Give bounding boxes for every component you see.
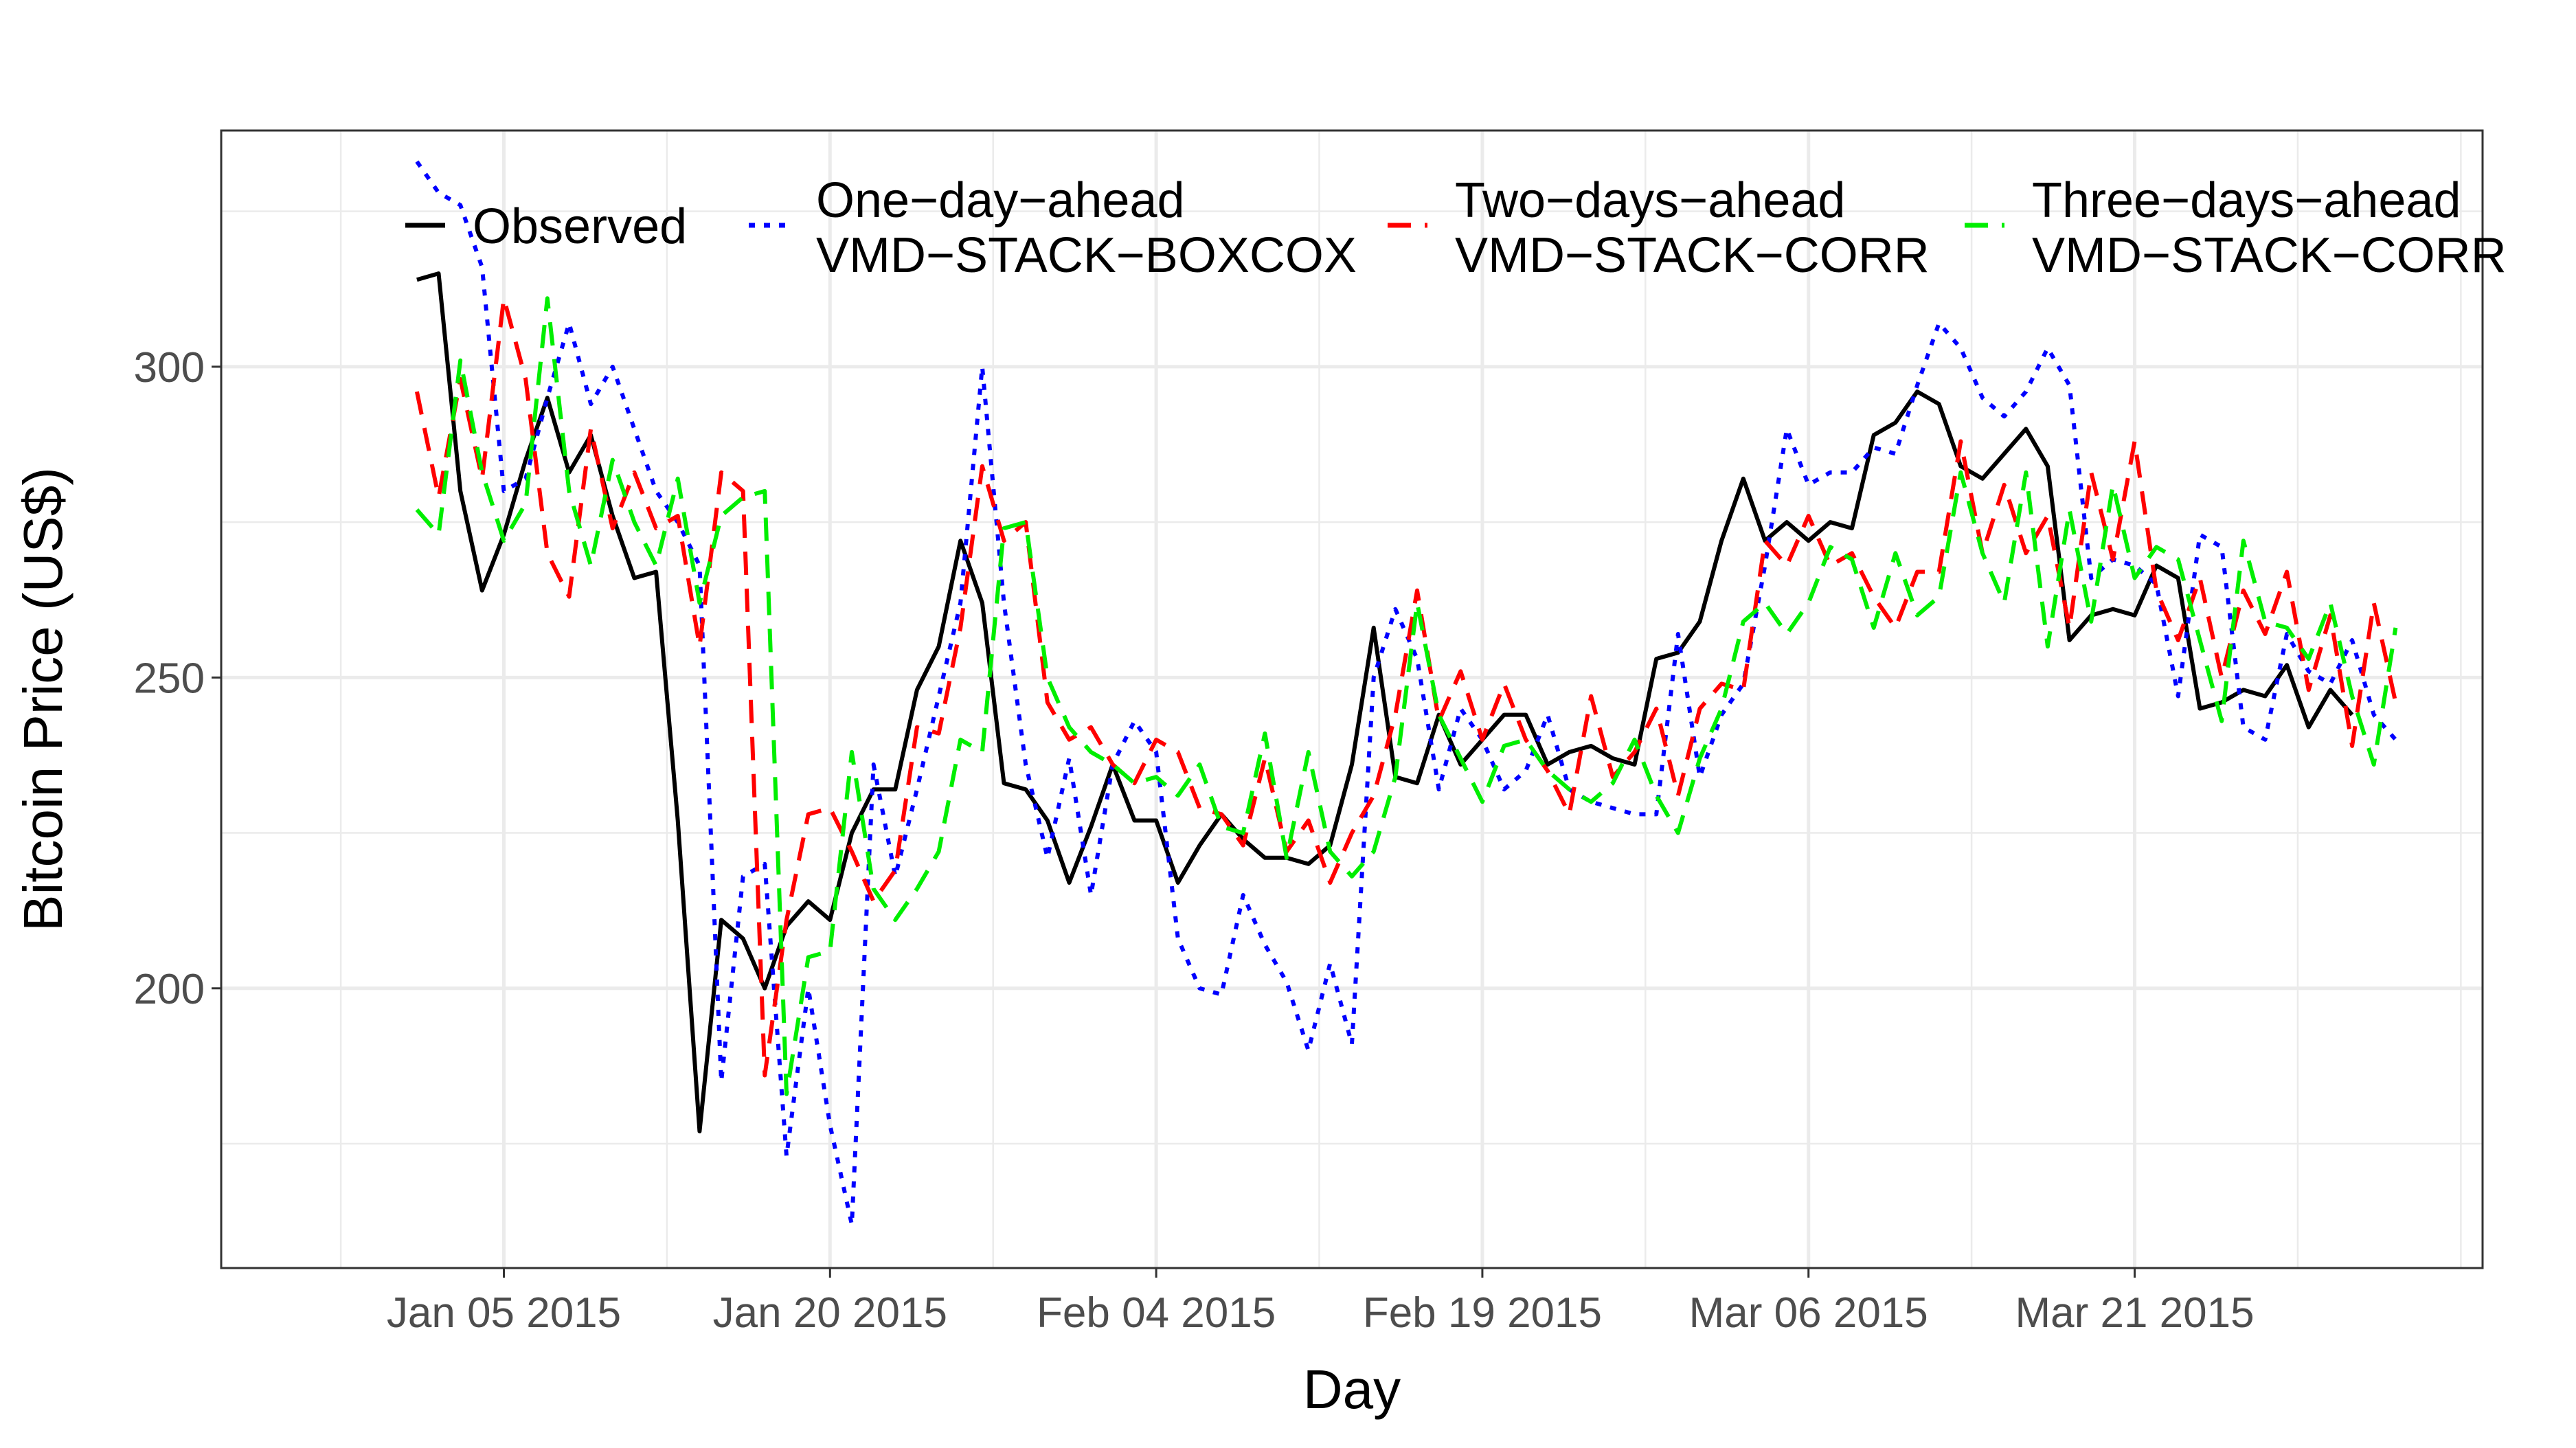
x-tick-label: Mar 06 2015	[1689, 1289, 1928, 1337]
series-line-3	[415, 296, 2398, 1096]
series-lines	[414, 160, 2398, 1227]
legend-label-3: Three−days−ahead	[2032, 173, 2461, 228]
y-tick-label: 200	[134, 966, 205, 1013]
x-tick-label: Jan 20 2015	[713, 1289, 947, 1337]
x-tick-label: Feb 04 2015	[1037, 1289, 1276, 1337]
y-tick-label: 300	[134, 344, 205, 392]
x-tick-label: Feb 19 2015	[1363, 1289, 1602, 1337]
legend-label-0: Observed	[473, 199, 687, 254]
legend-label-1: One−day−ahead	[816, 173, 1184, 228]
y-axis-title: Bitcoin Price (US$)	[12, 467, 74, 931]
x-axis-title: Day	[1303, 1359, 1401, 1420]
legend-label-2-line2: VMD−STACK−CORR	[1455, 228, 1930, 283]
y-tick-label: 250	[134, 655, 205, 702]
axes: 200 250 300 Jan 05 2015 Jan 20 2015 Feb 04 20…	[134, 344, 2255, 1337]
series-line-2	[414, 296, 2398, 1078]
plot-panel-border	[220, 129, 2484, 1269]
legend-label-1-line2: VMD−STACK−BOXCOX	[816, 228, 1357, 283]
x-tick-label: Mar 21 2015	[2015, 1289, 2254, 1337]
legend-label-3-line2: VMD−STACK−CORR	[2032, 228, 2507, 283]
series-line-0	[416, 271, 2354, 1133]
x-tick-label: Jan 05 2015	[387, 1289, 621, 1337]
legend-label-2: Two−days−ahead	[1455, 173, 1845, 228]
